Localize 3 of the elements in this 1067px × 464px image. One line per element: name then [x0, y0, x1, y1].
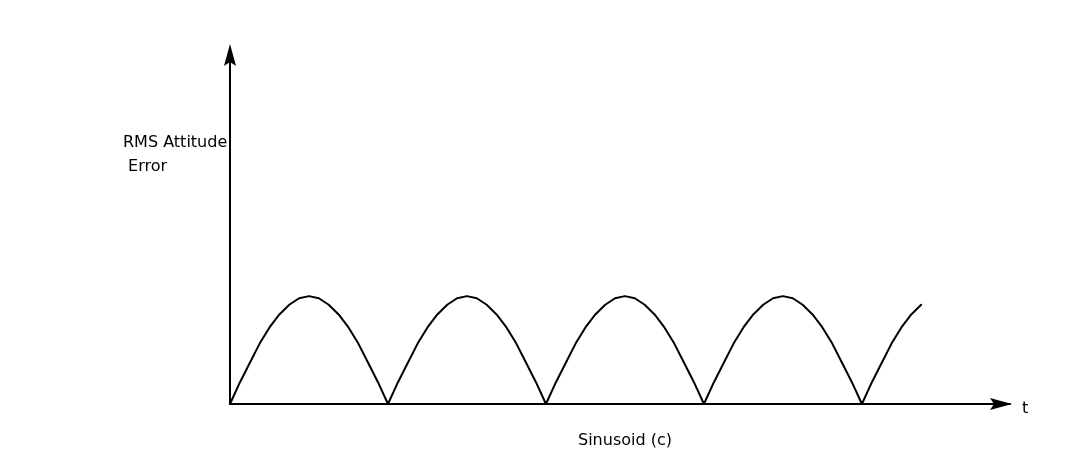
- text: t: [1022, 397, 1029, 417]
- text: RMS Attitude Error: [123, 131, 228, 175]
- text: Sinusoid (c): [578, 429, 672, 449]
